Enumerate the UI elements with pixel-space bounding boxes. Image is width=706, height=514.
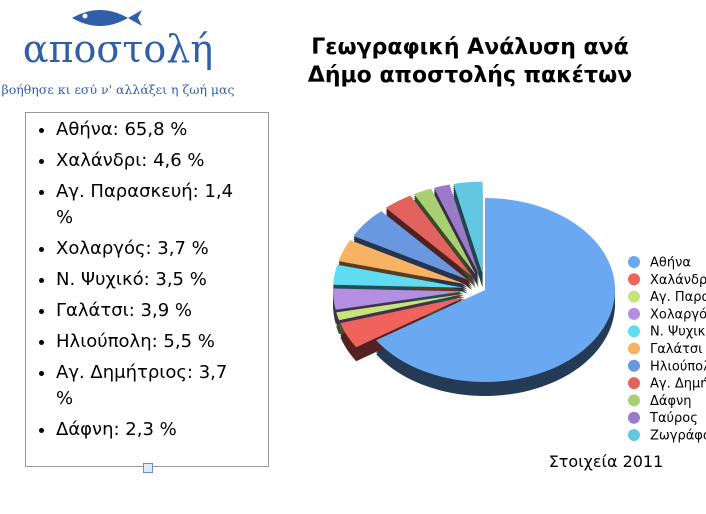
legend-marker — [628, 377, 640, 390]
slice — [338, 240, 465, 284]
text-box: Αθήνα: 65,8 % Χαλάνδρι: 4,6 % Αγ. Παρασκευ… — [25, 112, 269, 467]
legend-label: Αγ. Δημήτριος — [650, 377, 706, 392]
legend-marker — [628, 411, 640, 424]
slice — [433, 184, 479, 275]
fish-icon — [72, 10, 142, 26]
slice — [336, 294, 464, 321]
legend-label: Ζωγράφου — [650, 429, 706, 444]
logo-name: αποστολή — [23, 27, 213, 71]
legend-marker — [628, 307, 640, 320]
legend-marker — [628, 273, 640, 286]
bullet-item: Αθήνα: 65,8 % — [56, 117, 236, 143]
legend-label: Χολαργός — [650, 307, 706, 322]
legend-label: Γαλάτσι — [650, 342, 703, 357]
slice — [414, 188, 476, 275]
fish-eye — [82, 13, 88, 19]
legend-marker — [628, 394, 640, 407]
bullet-list: Αθήνα: 65,8 % Χαλάνδρι: 4,6 % Αγ. Παρασκευ… — [26, 117, 236, 443]
legend-label: Ν. Ψυχικό — [650, 325, 706, 340]
legend-marker — [628, 342, 640, 355]
slice — [453, 181, 483, 274]
slice — [333, 288, 464, 310]
slice — [333, 264, 464, 288]
legend-marker — [628, 325, 640, 338]
bullet-item: Χαλάνδρι: 4,6 % — [56, 148, 236, 174]
legend-marker — [628, 290, 640, 303]
chart-caption: Στοιχεία 2011 — [549, 452, 664, 471]
slice — [376, 198, 615, 382]
slice — [353, 211, 468, 280]
legend-label: Δάφνη — [650, 394, 692, 409]
bullet-item: Ν. Ψυχικό: 3,5 % — [56, 267, 236, 293]
logo-slogan: βοήθησε κι εσύ ν' αλλάξει η ζωή μας — [2, 82, 235, 97]
legend-label: Ηλιούπολη — [650, 359, 706, 374]
bullet-item: Χολαργός: 3,7 % — [56, 236, 236, 262]
legend-label: Αθήνα — [650, 256, 691, 271]
slice — [385, 195, 473, 277]
bullet-item: Δάφνη: 2,3 % — [56, 417, 236, 443]
bullet-item: Αγ. Παρασκευή: 1,4 % — [56, 179, 236, 231]
legend-label: Αγ. Παρασκευή — [650, 290, 706, 305]
legend-marker — [628, 256, 640, 268]
legend-label: Ταύρος — [649, 411, 698, 426]
logo: αποστολή βοήθησε κι εσύ ν' αλλάξει η ζωή… — [2, 10, 235, 97]
bullet-item: Αγ. Δημήτριος: 3,7 % — [56, 360, 236, 412]
legend-marker — [628, 359, 640, 372]
bullet-item: Ηλιούπολη: 5,5 % — [56, 329, 236, 355]
legend-marker — [628, 429, 640, 441]
resize-handle[interactable] — [143, 463, 153, 473]
bullet-item: Γαλάτσι: 3,9 % — [56, 298, 236, 324]
slice — [340, 296, 466, 348]
legend-label: Χαλάνδρι — [650, 273, 706, 288]
chart-title: Γεωγραφική Ανάλυση ανά Δήμο αποστολής πα… — [307, 35, 633, 88]
